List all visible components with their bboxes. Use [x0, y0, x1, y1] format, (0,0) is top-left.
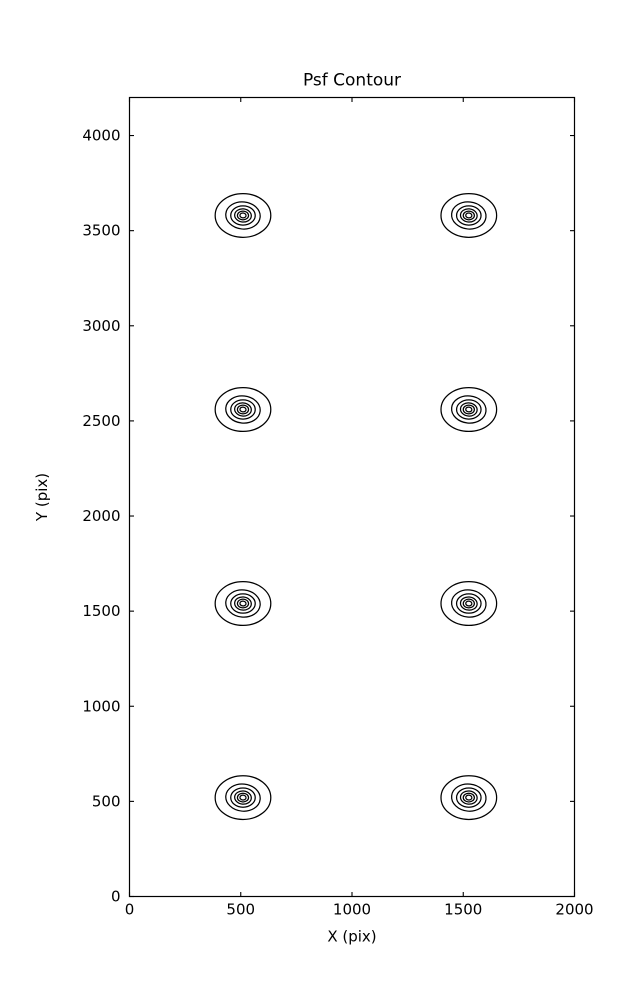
plot-area-background: [129, 97, 575, 897]
contour-ring: [214, 192, 272, 238]
contour-ring: [239, 212, 247, 219]
y-tick-label: 2500: [82, 412, 120, 430]
contour-ring: [455, 593, 482, 614]
contour-ring: [239, 600, 247, 607]
psf-contour-blob: [214, 581, 272, 627]
contour-ring: [459, 402, 478, 417]
contour-ring: [214, 386, 272, 432]
y-tick-label: 1500: [82, 602, 120, 620]
contour-ring: [440, 192, 498, 238]
x-tick-label: 2000: [555, 901, 593, 919]
contour-ring: [225, 589, 261, 618]
psf-contour-blob: [214, 192, 272, 238]
contour-ring: [230, 787, 256, 808]
y-tick-label: 2000: [82, 507, 120, 525]
contour-ring: [450, 589, 487, 618]
y-axis: 0 500 1000 1500 2000 2500 3000 3500 4000 Y (pix): [33, 127, 575, 906]
contour-ring: [234, 790, 252, 805]
contour-ring: [239, 794, 247, 801]
contour-ring: [462, 210, 475, 221]
contour-ring: [450, 395, 487, 424]
contour-ring: [225, 395, 261, 424]
contour-ring: [225, 201, 261, 230]
contour-ring: [440, 386, 498, 432]
x-axis-label: X (pix): [327, 928, 376, 946]
contour-ring: [230, 593, 256, 614]
contour-ring: [234, 402, 252, 417]
contour-ring: [236, 792, 250, 803]
x-tick-label: 1500: [444, 901, 482, 919]
x-axis: 0 500 1000 1500 2000 X (pix): [125, 97, 594, 946]
psf-contour-blob: [440, 192, 498, 238]
y-tick-label: 3000: [82, 317, 120, 335]
contour-ring: [236, 210, 250, 221]
contour-ring: [462, 792, 475, 803]
psf-contour-blob: [214, 386, 272, 432]
contour-ring: [440, 775, 498, 821]
contour-ring: [462, 598, 475, 609]
contour-ring: [230, 205, 256, 226]
contour-series: [214, 192, 498, 821]
contour-ring: [459, 208, 478, 223]
contour-ring: [214, 581, 272, 627]
y-tick-label: 0: [111, 888, 121, 906]
contour-ring: [455, 399, 482, 420]
y-axis-label: Y (pix): [33, 473, 51, 522]
contour-ring: [450, 201, 487, 230]
contour-ring: [236, 598, 250, 609]
contour-ring: [455, 787, 482, 808]
contour-ring: [214, 775, 272, 821]
y-tick-label: 1000: [82, 697, 120, 715]
y-tick-label: 500: [92, 792, 121, 810]
contour-ring: [459, 790, 478, 805]
y-tick-label: 3500: [82, 222, 120, 240]
x-tick-label: 500: [226, 901, 255, 919]
plot-title: Psf Contour: [303, 71, 401, 91]
psf-contour-blob: [214, 775, 272, 821]
contour-ring: [465, 600, 473, 607]
psf-contour-blob: [440, 775, 498, 821]
contour-ring: [230, 399, 256, 420]
contour-ring: [465, 212, 473, 219]
contour-ring: [459, 596, 478, 611]
contour-ring: [450, 783, 487, 812]
contour-ring: [225, 783, 261, 812]
x-tick-label: 0: [125, 901, 135, 919]
contour-ring: [234, 208, 252, 223]
psf-contour-blob: [440, 581, 498, 627]
x-tick-label: 1000: [333, 901, 371, 919]
contour-ring: [465, 794, 473, 801]
contour-ring: [239, 406, 247, 413]
contour-ring: [234, 596, 252, 611]
contour-ring: [462, 404, 475, 415]
contour-ring: [465, 406, 473, 413]
y-tick-label: 4000: [82, 127, 120, 145]
contour-ring: [440, 581, 498, 627]
contour-ring: [455, 205, 482, 226]
contour-ring: [236, 404, 250, 415]
psf-contour-blob: [440, 386, 498, 432]
